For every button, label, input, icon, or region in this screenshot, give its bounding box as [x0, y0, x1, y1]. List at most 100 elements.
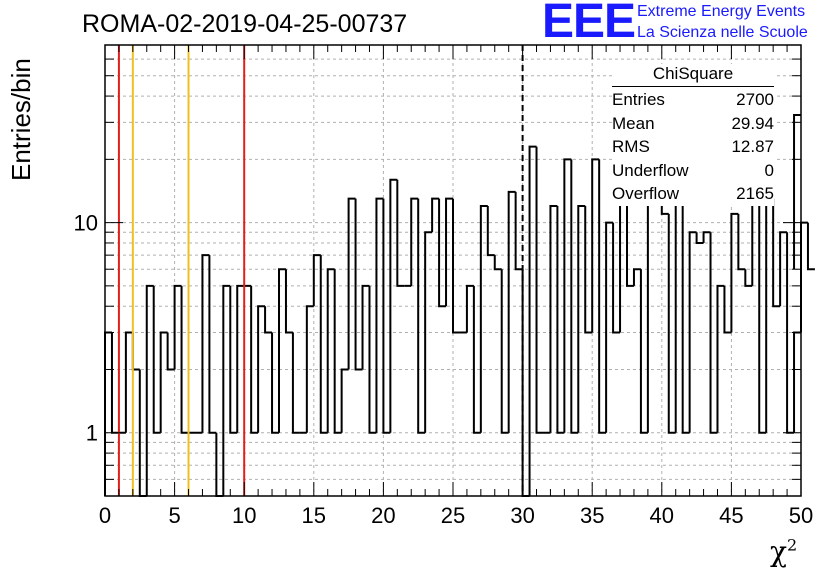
histogram-bin	[591, 158, 600, 333]
histogram-bin	[438, 198, 447, 308]
histogram-bin	[166, 332, 175, 371]
histogram-bin	[347, 197, 356, 370]
histogram-bin	[570, 159, 579, 434]
histogram-bin	[535, 146, 544, 434]
y-tick-label: 1	[86, 421, 98, 446]
histogram-bin	[201, 254, 210, 433]
histogram-bin	[340, 368, 349, 433]
histogram-bin	[368, 285, 377, 434]
histogram-bin	[688, 231, 697, 433]
x-tick-label: 15	[302, 503, 326, 528]
stats-row: Underflow 0	[612, 159, 774, 183]
x-tick-label: 5	[168, 503, 180, 528]
x-tick-label: 30	[510, 503, 534, 528]
histogram-bin	[521, 269, 530, 497]
histogram-bin	[312, 254, 321, 307]
histogram-bin	[563, 158, 572, 433]
histogram-bin	[605, 221, 614, 433]
histogram-bin	[584, 205, 593, 334]
histogram-bin	[173, 284, 182, 370]
histogram-bin	[723, 285, 732, 334]
histogram-bin	[152, 285, 161, 434]
threshold-lines	[117, 45, 524, 496]
x-tick-label: 10	[232, 503, 256, 528]
stats-title: ChiSquare	[612, 64, 774, 87]
histogram-bin	[472, 285, 481, 434]
histogram-bin	[674, 197, 683, 433]
histogram-bin	[646, 190, 655, 433]
histogram-bin	[806, 222, 815, 271]
histogram-bin	[208, 255, 217, 434]
histogram-bin	[577, 204, 586, 433]
histogram-bin	[326, 268, 335, 433]
histogram-bin	[278, 268, 286, 433]
histogram-bin	[793, 114, 801, 270]
logo-line-1: Extreme Energy Events	[637, 3, 806, 20]
stats-label: RMS	[612, 137, 650, 157]
stats-value: 2700	[736, 90, 774, 109]
x-axis-label-superscript: 2	[786, 535, 798, 555]
histogram-bin	[702, 231, 711, 243]
x-tick-label: 45	[719, 503, 743, 528]
histogram-bin	[751, 190, 760, 286]
histogram-bin	[465, 284, 474, 333]
histogram-bin	[319, 255, 328, 434]
histogram-bin	[626, 191, 634, 287]
histogram-bin	[375, 197, 384, 433]
histogram-bin	[619, 190, 627, 333]
histogram-bin	[758, 191, 767, 434]
histogram-bin	[396, 179, 405, 287]
histogram-bin	[284, 269, 293, 334]
y-axis-label: Entries/bin	[6, 58, 36, 181]
histogram-bin	[667, 213, 676, 434]
histogram-bin	[514, 191, 523, 271]
histogram-bin	[639, 269, 648, 434]
histogram-bin	[257, 305, 266, 433]
stats-label: Entries	[612, 90, 665, 109]
stats-value: 0	[764, 160, 774, 180]
histogram-bin	[716, 284, 725, 433]
histogram-bin	[779, 231, 788, 307]
histogram-bin	[709, 232, 718, 434]
histogram-bin	[104, 331, 112, 496]
x-tick-label: 40	[650, 503, 674, 528]
stats-box: ChiSquare Entries 2700 Mean 29.94 RMS 12.87…	[612, 64, 774, 206]
histogram-bin	[229, 285, 238, 434]
x-tick-label: 0	[99, 503, 111, 528]
histogram-bin	[528, 145, 537, 496]
histogram-bin	[612, 222, 621, 334]
histogram-bin	[681, 198, 690, 434]
histogram-bin	[424, 231, 433, 433]
x-tick-label: 50	[789, 503, 813, 528]
stats-row: Overflow 2165	[612, 182, 774, 206]
histogram-bin	[632, 268, 641, 286]
histogram-bin	[431, 197, 440, 233]
histogram-bin	[222, 284, 231, 496]
histogram-bin	[389, 178, 398, 433]
histogram-bin	[556, 205, 565, 434]
stats-value: 2165	[736, 184, 774, 204]
stats-value: 29.94	[731, 113, 774, 133]
histogram-bars	[104, 114, 815, 497]
histogram-bin	[479, 204, 488, 433]
histogram-bin	[271, 332, 279, 434]
stats-label: Mean	[612, 113, 655, 133]
axes: 0 5 10 15 20 25 30 35 40 45 50 1 10	[74, 44, 813, 528]
histogram-bin	[493, 255, 502, 271]
histogram-bin	[124, 331, 133, 433]
y-tick-label: 10	[74, 211, 98, 236]
stats-row: Entries 2700	[612, 88, 774, 112]
x-tick-label: 20	[371, 503, 395, 528]
histogram-bin	[145, 284, 154, 496]
histogram-bin	[382, 198, 391, 434]
histogram-bin	[110, 332, 119, 434]
histogram-bin	[305, 305, 314, 433]
x-axis-label-symbol: χ	[770, 535, 787, 568]
histogram-bin	[445, 197, 453, 307]
stats-row: RMS 12.87	[612, 135, 774, 159]
histogram-bin	[772, 198, 781, 308]
histogram-bin	[159, 331, 168, 433]
stats-label: Overflow	[612, 184, 680, 204]
histogram-bin	[410, 197, 419, 286]
